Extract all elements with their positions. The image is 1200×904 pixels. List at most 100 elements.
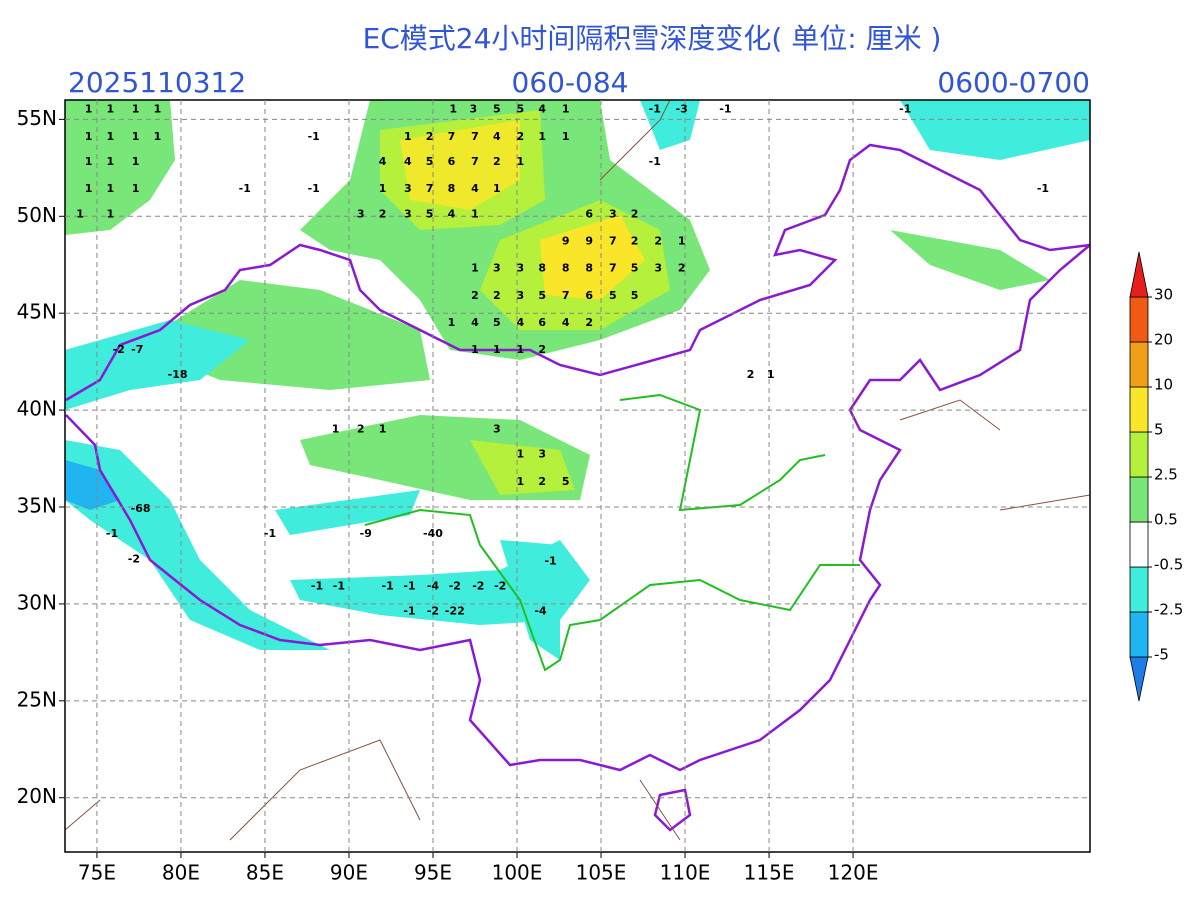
value-label: -1 [403, 605, 415, 618]
value-label: 1 [517, 155, 525, 168]
colorbar-label: -2.5 [1154, 601, 1183, 619]
colorbar-label: 5 [1154, 421, 1164, 439]
colorbar-label: 20 [1154, 331, 1173, 349]
x-tick-label: 80E [162, 861, 200, 885]
colorbar-cell [1129, 251, 1149, 298]
value-label: 2 [585, 316, 593, 329]
value-label: 3 [493, 262, 501, 275]
value-label: 2 [517, 130, 525, 143]
value-label: 1 [132, 130, 140, 143]
value-label: -2 [113, 343, 125, 356]
value-label: 5 [493, 316, 501, 329]
value-label: 1 [107, 103, 115, 116]
value-label: 5 [426, 155, 434, 168]
value-label: -2 [472, 579, 484, 592]
value-label: 4 [562, 316, 570, 329]
value-label: 5 [517, 103, 525, 116]
value-label: 4 [448, 207, 456, 220]
value-label: -1 [264, 527, 276, 540]
value-label: 5 [538, 289, 546, 302]
value-label: -1 [899, 103, 911, 116]
value-label: 1 [132, 182, 140, 195]
x-tick-label: 120E [828, 861, 879, 885]
init-time: 2025110312 [68, 66, 246, 99]
value-label: -1 [649, 155, 661, 168]
value-label: 5 [426, 207, 434, 220]
map-frame [64, 99, 1091, 853]
value-label: 1 [107, 182, 115, 195]
y-tick-label: 40N [17, 397, 57, 421]
value-label: 1 [107, 207, 115, 220]
value-label: 7 [426, 182, 434, 195]
value-label: 5 [631, 262, 639, 275]
value-label: 6 [538, 316, 546, 329]
colorbar-cell [1129, 656, 1149, 702]
value-label: 7 [609, 262, 617, 275]
colorbar-cell [1129, 611, 1149, 658]
colorbar-cell [1129, 476, 1149, 523]
value-label: 2 [493, 289, 501, 302]
value-label: 1 [107, 155, 115, 168]
value-label: 1 [132, 155, 140, 168]
y-tick-label: 45N [17, 300, 57, 324]
boundaries [65, 100, 1090, 841]
value-label: -1 [239, 182, 251, 195]
value-label: 6 [448, 155, 456, 168]
value-label: 9 [562, 234, 570, 247]
value-label: 1 [379, 182, 387, 195]
colorbar-label: 0.5 [1154, 511, 1178, 529]
value-label: -7 [131, 343, 143, 356]
colorbar-label: 30 [1154, 286, 1173, 304]
y-tick-label: 25N [17, 687, 57, 711]
value-label: -1 [333, 579, 345, 592]
value-label: 7 [471, 155, 479, 168]
x-tick-label: 95E [414, 861, 452, 885]
forecast-range: 060-084 [512, 66, 629, 99]
colorbar-cell [1129, 431, 1149, 478]
value-label: 3 [404, 207, 412, 220]
value-label: -40 [423, 527, 443, 540]
map-fields [65, 100, 1090, 660]
value-label: 2 [379, 207, 387, 220]
value-label: -1 [382, 579, 394, 592]
value-label: -4 [427, 579, 440, 592]
value-label: -1 [106, 527, 118, 540]
value-label: 7 [562, 289, 570, 302]
value-label: 4 [517, 316, 525, 329]
y-tick-label: 20N [17, 784, 57, 808]
value-label: 4 [493, 130, 501, 143]
value-label: 6 [585, 289, 593, 302]
value-label: 8 [448, 182, 456, 195]
value-label: 1 [379, 422, 387, 435]
x-tick-label: 75E [78, 861, 116, 885]
value-label: 5 [631, 289, 639, 302]
value-label: 2 [357, 422, 365, 435]
value-label: 1 [471, 343, 479, 356]
colorbar-label: -5 [1154, 646, 1169, 664]
value-label: 1 [154, 103, 162, 116]
value-label: 1 [678, 234, 686, 247]
value-label: 4 [471, 182, 479, 195]
value-label: 1 [517, 475, 525, 488]
value-label: 2 [538, 475, 546, 488]
value-label: -1 [308, 182, 320, 195]
value-label: 4 [538, 103, 546, 116]
colorbar-cell [1129, 296, 1149, 343]
value-label: 3 [538, 448, 546, 461]
value-label: 1 [517, 343, 525, 356]
value-label: 2 [631, 207, 639, 220]
value-label: 1 [332, 422, 340, 435]
value-label: -2 [449, 579, 461, 592]
x-tick-label: 85E [246, 861, 284, 885]
value-label: 3 [517, 289, 525, 302]
value-label: 1 [76, 207, 84, 220]
value-label: 1 [471, 262, 479, 275]
value-label: 1 [85, 155, 93, 168]
colorbar-cell [1129, 566, 1149, 613]
value-label: -1 [649, 103, 661, 116]
value-label: 3 [469, 103, 477, 116]
value-label: 9 [585, 234, 593, 247]
value-label: 2 [538, 343, 546, 356]
value-label: 4 [471, 316, 479, 329]
value-label: 1 [493, 182, 501, 195]
